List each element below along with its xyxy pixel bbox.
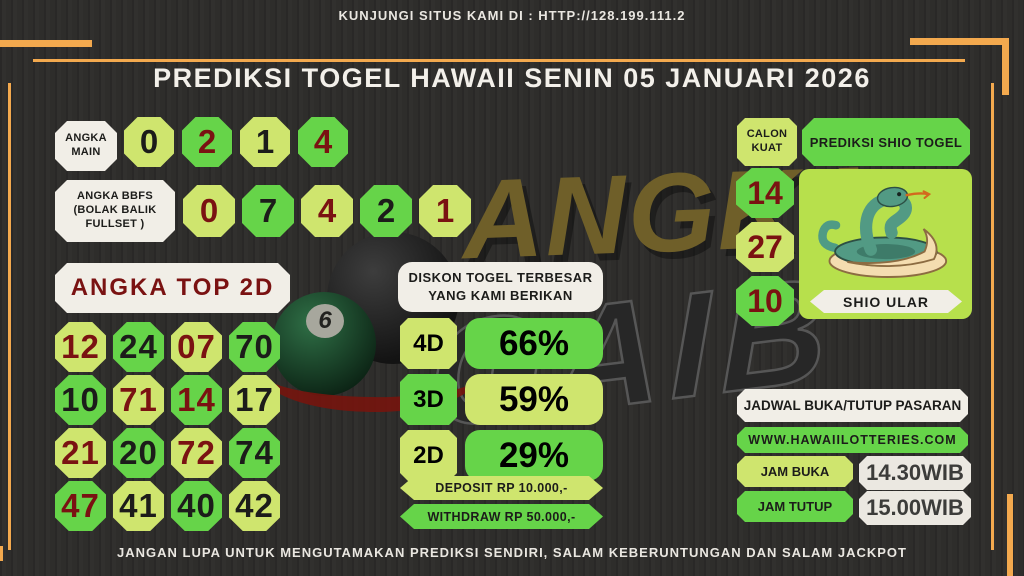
diskon-2d-label: 2D	[400, 430, 457, 481]
calon-kuat-label-line2: KUAT	[751, 142, 783, 154]
frame-top-right-bar	[910, 38, 1009, 45]
angka-bbfs-digits: 0 7 4 2 1	[183, 185, 471, 237]
diskon-row-4d: 4D 66%	[400, 318, 603, 369]
diskon-4d-value: 66%	[465, 318, 603, 369]
frame-top-left-bar	[0, 40, 92, 47]
page-title: PREDIKSI TOGEL HAWAII SENIN 05 JANUARI 2…	[153, 63, 871, 93]
angka-main-label: ANGKA MAIN	[55, 121, 117, 171]
diskon-row-3d: 3D 59%	[400, 374, 603, 425]
diskon-header-line1: DISKON TOGEL TERBESAR	[408, 269, 593, 285]
top2d-cell: 74	[229, 428, 280, 478]
jadwal-header: JADWAL BUKA/TUTUP PASARAN	[737, 389, 968, 422]
angka-bbfs-digit: 4	[301, 185, 353, 237]
angka-top-2d-header: ANGKA TOP 2D	[55, 263, 290, 313]
frame-top-line	[33, 59, 965, 62]
calon-kuat-label: CALON KUAT	[737, 118, 797, 166]
calon-kuat-numbers: 14 27 10	[736, 168, 794, 326]
jam-buka-value: 14.30WIB	[859, 456, 971, 490]
ball-number: 6	[306, 304, 344, 338]
calon-number: 27	[736, 222, 794, 272]
calon-number: 14	[736, 168, 794, 218]
top2d-cell: 71	[113, 375, 164, 425]
jam-tutup-row: JAM TUTUP 15.00WIB	[737, 491, 971, 525]
top2d-cell: 41	[113, 481, 164, 531]
jam-tutup-label: JAM TUTUP	[737, 491, 853, 522]
billiard-ball-six-icon: 6	[272, 292, 376, 396]
website-link[interactable]: WWW.HAWAIILOTTERIES.COM	[737, 427, 968, 453]
calon-kuat-label-line1: CALON	[746, 128, 788, 141]
diskon-4d-label: 4D	[400, 318, 457, 369]
diskon-3d-label: 3D	[400, 374, 457, 425]
angka-main-digits: 0 2 1 4	[124, 117, 348, 167]
withdraw-banner: WITHDRAW RP 50.000,-	[400, 504, 603, 529]
angka-top-2d-grid: 12 24 07 70 10 71 14 17 21 20 72 74 47 4…	[55, 322, 280, 531]
diskon-header-line2: YANG KAMI BERIKAN	[428, 288, 573, 303]
site-url-link[interactable]: KUNJUNGI SITUS KAMI DI : HTTP://128.199.…	[338, 8, 686, 23]
angka-main-label-line2: MAIN	[71, 146, 101, 158]
frame-right-line	[991, 83, 994, 550]
top2d-cell: 72	[171, 428, 222, 478]
angka-bbfs-label-line3: FULLSET )	[85, 217, 145, 230]
frame-left-line	[8, 83, 11, 550]
top2d-cell: 12	[55, 322, 106, 372]
angka-bbfs-digit: 2	[360, 185, 412, 237]
angka-bbfs-digit: 7	[242, 185, 294, 237]
calon-number: 10	[736, 276, 794, 326]
angka-main-digit: 4	[298, 117, 348, 167]
shio-name-banner: SHIO ULAR	[810, 290, 962, 313]
angka-main-digit: 2	[182, 117, 232, 167]
angka-main-label-line1: ANGKA	[65, 132, 107, 145]
jam-buka-label: JAM BUKA	[737, 456, 853, 487]
snake-icon	[818, 186, 948, 278]
deposit-banner: DEPOSIT RP 10.000,-	[400, 476, 603, 500]
angka-main-digit: 0	[124, 117, 174, 167]
top2d-cell: 24	[113, 322, 164, 372]
angka-bbfs-label-line2: (BOLAK BALIK	[73, 204, 157, 217]
top2d-cell: 21	[55, 428, 106, 478]
diskon-2d-value: 29%	[465, 430, 603, 481]
top2d-cell: 10	[55, 375, 106, 425]
top2d-cell: 40	[171, 481, 222, 531]
angka-bbfs-label: ANGKA BBFS (BOLAK BALIK FULLSET )	[55, 180, 175, 242]
jam-tutup-value: 15.00WIB	[859, 491, 971, 525]
top2d-cell: 07	[171, 322, 222, 372]
shio-header: PREDIKSI SHIO TOGEL	[802, 118, 970, 166]
top2d-cell: 47	[55, 481, 106, 531]
top2d-cell: 14	[171, 375, 222, 425]
top2d-cell: 20	[113, 428, 164, 478]
frame-top-right-vertical	[1002, 38, 1009, 95]
frame-bottom-left-tick	[0, 546, 3, 561]
frame-bottom-right-bar	[1007, 494, 1013, 576]
jam-buka-row: JAM BUKA 14.30WIB	[737, 456, 971, 490]
diskon-row-2d: 2D 29%	[400, 430, 603, 481]
angka-main-digit: 1	[240, 117, 290, 167]
diskon-3d-value: 59%	[465, 374, 603, 425]
top2d-cell: 70	[229, 322, 280, 372]
angka-bbfs-digit: 0	[183, 185, 235, 237]
top2d-cell: 17	[229, 375, 280, 425]
angka-bbfs-digit: 1	[419, 185, 471, 237]
diskon-header: DISKON TOGEL TERBESAR YANG KAMI BERIKAN	[398, 262, 603, 312]
angka-bbfs-label-line1: ANGKA BBFS	[77, 190, 153, 203]
footer-disclaimer: JANGAN LUPA UNTUK MENGUTAMAKAN PREDIKSI …	[117, 545, 907, 560]
top2d-cell: 42	[229, 481, 280, 531]
